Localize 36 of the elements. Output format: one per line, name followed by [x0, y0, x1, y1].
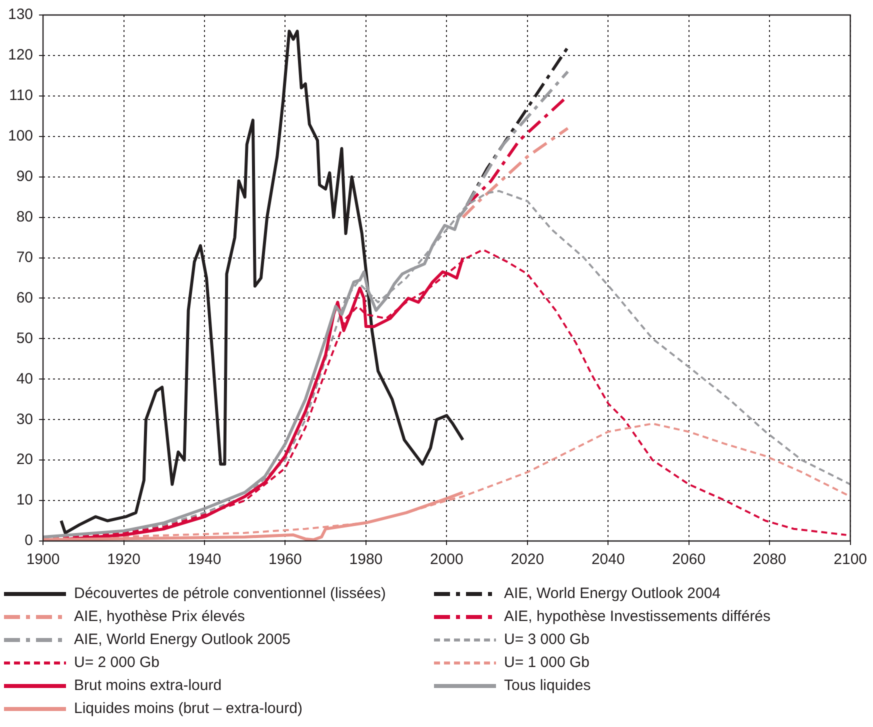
- legend-label: AIE, World Energy Outlook 2005: [74, 631, 291, 648]
- x-tick-label: 1980: [349, 551, 383, 568]
- y-tick-label: 100: [8, 128, 34, 145]
- x-tick-label: 2080: [752, 551, 786, 568]
- y-tick-label: 0: [24, 532, 34, 550]
- legend-label: U= 2 000 Gb: [74, 654, 160, 671]
- y-tick-label: 130: [8, 6, 34, 24]
- x-tick-label: 1960: [268, 551, 302, 568]
- legend-label: AIE, World Energy Outlook 2004: [504, 585, 721, 602]
- y-tick-label: 10: [16, 492, 34, 509]
- legend-label: Découvertes de pétrole conventionnel (lissées): [74, 585, 386, 602]
- x-tick-label: 2020: [510, 551, 544, 568]
- legend-label: U= 3 000 Gb: [504, 631, 590, 648]
- legend-label: Liquides moins (brut – extra-lourd): [74, 700, 302, 717]
- y-tick-label: 50: [16, 330, 34, 347]
- legend-label: Brut moins extra-lourd: [74, 677, 222, 694]
- x-tick-label: 1920: [107, 551, 140, 568]
- x-tick-label: 2040: [591, 551, 625, 568]
- x-tick-label: 2060: [672, 551, 706, 568]
- x-tick-label: 2000: [430, 551, 464, 568]
- legend-label: U= 1 000 Gb: [504, 654, 590, 671]
- x-tick-label: 1940: [188, 551, 222, 568]
- y-tick-label: 80: [16, 208, 34, 226]
- x-tick-label: 1900: [26, 551, 60, 568]
- y-tick-label: 120: [8, 46, 34, 64]
- y-tick-label: 60: [16, 289, 34, 306]
- y-tick-label: 110: [9, 87, 34, 104]
- y-tick-label: 70: [16, 248, 34, 266]
- y-tick-label: 30: [16, 410, 34, 428]
- legend-label: AIE, hyothèse Prix élevés: [74, 608, 245, 625]
- y-tick-label: 90: [16, 168, 34, 185]
- y-tick-label: 20: [16, 451, 34, 468]
- legend-label: Tous liquides: [504, 677, 591, 694]
- legend-label: AIE, hypothèse Investissements différés: [504, 608, 771, 625]
- y-tick-label: 40: [16, 370, 34, 388]
- x-tick-label: 2100: [834, 551, 868, 568]
